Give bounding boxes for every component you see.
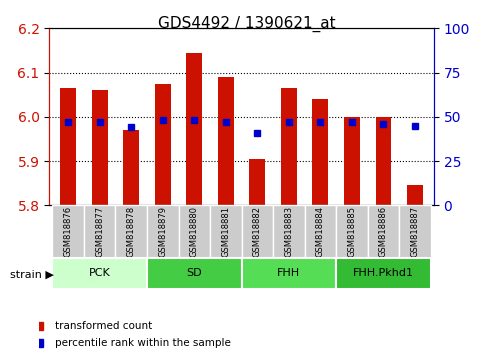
Text: GSM818883: GSM818883 [284,206,293,257]
Bar [123,130,139,205]
FancyBboxPatch shape [115,205,147,258]
FancyBboxPatch shape [368,205,399,258]
Bar [155,84,171,205]
Bar [218,77,234,205]
Text: GSM818876: GSM818876 [64,206,72,257]
FancyBboxPatch shape [147,205,178,258]
Text: strain ▶: strain ▶ [10,269,54,279]
Bar [186,53,202,205]
FancyBboxPatch shape [147,258,242,289]
FancyBboxPatch shape [84,205,115,258]
Text: GSM818880: GSM818880 [190,206,199,257]
Text: GSM818886: GSM818886 [379,206,388,257]
Bar [313,99,328,205]
FancyBboxPatch shape [210,205,242,258]
FancyBboxPatch shape [52,205,84,258]
Text: GSM818878: GSM818878 [127,206,136,257]
FancyBboxPatch shape [336,205,368,258]
Text: PCK: PCK [89,268,110,279]
Text: FHH: FHH [277,268,300,279]
Bar [407,185,423,205]
FancyBboxPatch shape [52,258,147,289]
Bar [60,88,76,205]
FancyBboxPatch shape [399,205,431,258]
Text: GSM818879: GSM818879 [158,206,167,257]
Bar [281,88,297,205]
FancyBboxPatch shape [242,258,336,289]
Bar [249,159,265,205]
Text: GSM818885: GSM818885 [348,206,356,257]
FancyBboxPatch shape [178,205,210,258]
Text: GSM818881: GSM818881 [221,206,230,257]
FancyBboxPatch shape [336,258,431,289]
Text: percentile rank within the sample: percentile rank within the sample [55,338,231,348]
Bar [344,117,360,205]
Text: GSM818884: GSM818884 [316,206,325,257]
Text: GSM818887: GSM818887 [411,206,420,257]
Text: GDS4492 / 1390621_at: GDS4492 / 1390621_at [158,16,335,32]
Text: GSM818882: GSM818882 [253,206,262,257]
Bar [376,117,391,205]
FancyBboxPatch shape [305,205,336,258]
Bar [92,90,107,205]
Text: SD: SD [186,268,202,279]
FancyBboxPatch shape [242,205,273,258]
Text: GSM818877: GSM818877 [95,206,104,257]
FancyBboxPatch shape [273,205,305,258]
Text: FHH.Pkhd1: FHH.Pkhd1 [353,268,414,279]
Text: transformed count: transformed count [55,321,152,331]
